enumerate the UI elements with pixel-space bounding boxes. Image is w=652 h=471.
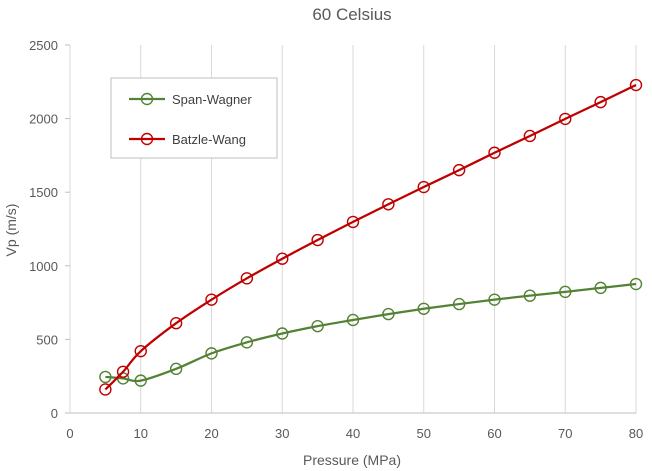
series-0: [99, 277, 643, 387]
data-point-0-8: [346, 313, 360, 327]
data-point-0-11: [452, 297, 466, 311]
data-point-1-13: [523, 129, 537, 143]
y-tick-label-0: 0: [51, 406, 58, 421]
legend-marker-1: [140, 132, 154, 146]
data-point-1-5: [240, 272, 254, 285]
data-point-0-16: [629, 277, 643, 291]
legend-marker-0: [140, 92, 154, 106]
data-point-1-15: [594, 95, 607, 109]
legend-label-1: Batzle-Wang: [172, 132, 246, 147]
data-point-1-4: [205, 293, 218, 306]
y-tick-label-4: 2000: [29, 112, 58, 127]
x-tick-label-2: 20: [204, 426, 218, 441]
x-tick-label-4: 40: [346, 426, 360, 441]
data-point-0-4: [205, 347, 218, 360]
data-point-0-15: [594, 281, 607, 295]
data-point-0-10: [417, 302, 430, 315]
data-point-0-5: [240, 336, 254, 349]
tick-labels: 0 10 20 30 40 50 60 70 80 0 500 1000 1500 2000 2500: [29, 38, 643, 441]
y-tick-label-5: 2500: [29, 38, 58, 53]
x-tick-label-1: 10: [134, 426, 148, 441]
y-tick-label-3: 1500: [29, 185, 58, 200]
y-tick-label-2: 1000: [29, 259, 58, 274]
y-tick-label-1: 500: [36, 332, 58, 347]
y-axis-label: Vp (m/s): [3, 204, 19, 257]
data-point-1-0: [99, 383, 112, 396]
chart-title: 60 Celsius: [312, 5, 391, 24]
x-tick-label-6: 60: [487, 426, 501, 441]
data-point-1-16: [629, 78, 643, 92]
data-point-0-9: [382, 307, 395, 321]
x-tick-label-0: 0: [66, 426, 73, 441]
legend-label-0: Span-Wagner: [172, 92, 252, 107]
x-tick-label-7: 70: [558, 426, 572, 441]
data-point-1-3: [169, 317, 183, 330]
data-point-1-2: [134, 344, 147, 358]
series-1: [99, 78, 643, 396]
x-tick-label-5: 50: [417, 426, 431, 441]
legend-box: [110, 77, 278, 159]
data-point-1-8: [346, 215, 360, 229]
data-point-1-6: [276, 252, 289, 265]
data-point-0-12: [488, 293, 501, 306]
data-point-0-2: [134, 374, 147, 387]
data-point-1-10: [417, 180, 430, 194]
data-point-1-11: [452, 163, 466, 177]
data-point-0-7: [311, 319, 324, 333]
data-point-1-12: [488, 146, 501, 159]
series-line-0: [105, 282, 637, 383]
x-axis-label: Pressure (MPa): [303, 452, 401, 468]
legend: Span-Wagner Batzle-Wang: [110, 77, 278, 159]
data-point-1-14: [559, 112, 572, 126]
data-point-0-6: [276, 327, 289, 340]
data-point-0-14: [559, 285, 572, 299]
data-point-1-7: [311, 233, 324, 247]
data-point-0-3: [169, 362, 183, 376]
series-line-1: [104, 84, 637, 391]
data-point-1-1: [116, 365, 130, 378]
x-tick-label-8: 80: [629, 426, 643, 441]
data-point-0-13: [523, 289, 537, 302]
data-point-1-9: [382, 198, 395, 211]
data-point-0-0: [99, 370, 112, 384]
series-layer: [99, 78, 643, 396]
x-tick-label-3: 30: [275, 426, 289, 441]
